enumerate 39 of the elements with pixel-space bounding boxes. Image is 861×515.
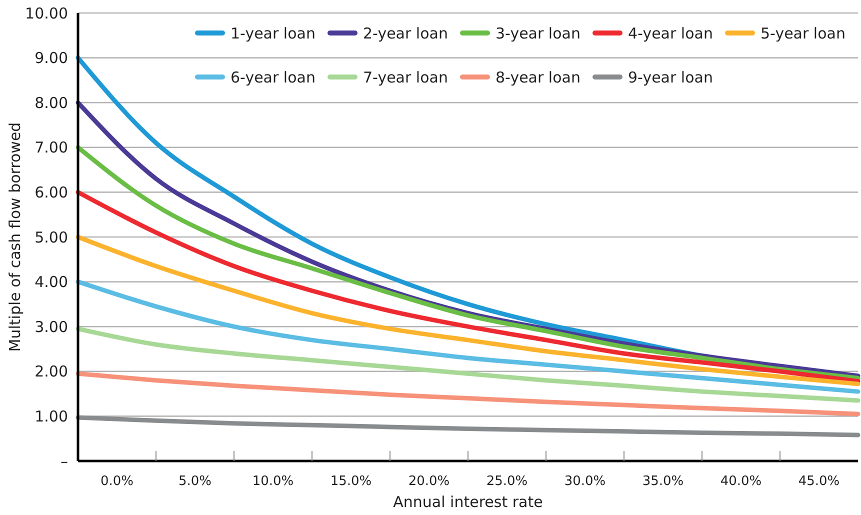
legend-label: 9-year loan xyxy=(628,68,713,86)
x-tick-label: 40.0% xyxy=(720,474,762,489)
y-tick-label: 2.00 xyxy=(34,362,68,381)
legend-label: 8-year loan xyxy=(496,68,580,86)
line-series xyxy=(76,234,860,386)
line-series xyxy=(76,371,860,416)
line-series xyxy=(76,326,860,403)
x-tick-label: 30.0% xyxy=(564,474,606,489)
y-tick-label: – xyxy=(60,452,68,470)
legend-label: 4-year loan xyxy=(628,24,713,42)
legend-label: 5-year loan xyxy=(760,24,846,42)
x-tick-label: 10.0% xyxy=(252,474,294,489)
x-tick-label: 20.0% xyxy=(408,474,450,489)
line-series xyxy=(76,280,860,394)
line-series xyxy=(76,145,860,380)
y-tick-label: 7.00 xyxy=(34,138,68,157)
y-axis-title: Multiple of cash flow borrowed xyxy=(6,122,24,352)
y-tick-label: 8.00 xyxy=(34,94,68,112)
line-series xyxy=(76,190,860,384)
legend-label: 6-year loan xyxy=(230,68,316,86)
line-series xyxy=(76,415,860,438)
x-tick-label: 0.0% xyxy=(100,474,134,489)
x-tick-label: 45.0% xyxy=(798,474,840,489)
x-tick-label: 15.0% xyxy=(330,474,372,489)
legend-label: 1-year loan xyxy=(230,24,316,42)
x-tick-label: 5.0% xyxy=(178,474,212,489)
x-tick-label: 25.0% xyxy=(486,474,528,489)
y-tick-label: 4.00 xyxy=(34,273,68,292)
legend-label: 7-year loan xyxy=(363,68,448,86)
y-tick-label: 5.00 xyxy=(34,228,68,246)
legend-label: 3-year loan xyxy=(496,24,580,42)
x-tick-label: 35.0% xyxy=(642,474,684,489)
y-tick-label: 9.00 xyxy=(34,49,68,68)
x-axis-title: Annual interest rate xyxy=(393,493,543,511)
y-tick-label: 6.00 xyxy=(34,183,68,202)
y-tick-label: 10.00 xyxy=(25,4,68,22)
y-tick-label: 1.00 xyxy=(34,407,68,426)
legend-label: 2-year loan xyxy=(363,24,448,42)
y-tick-label: 3.00 xyxy=(34,318,68,336)
